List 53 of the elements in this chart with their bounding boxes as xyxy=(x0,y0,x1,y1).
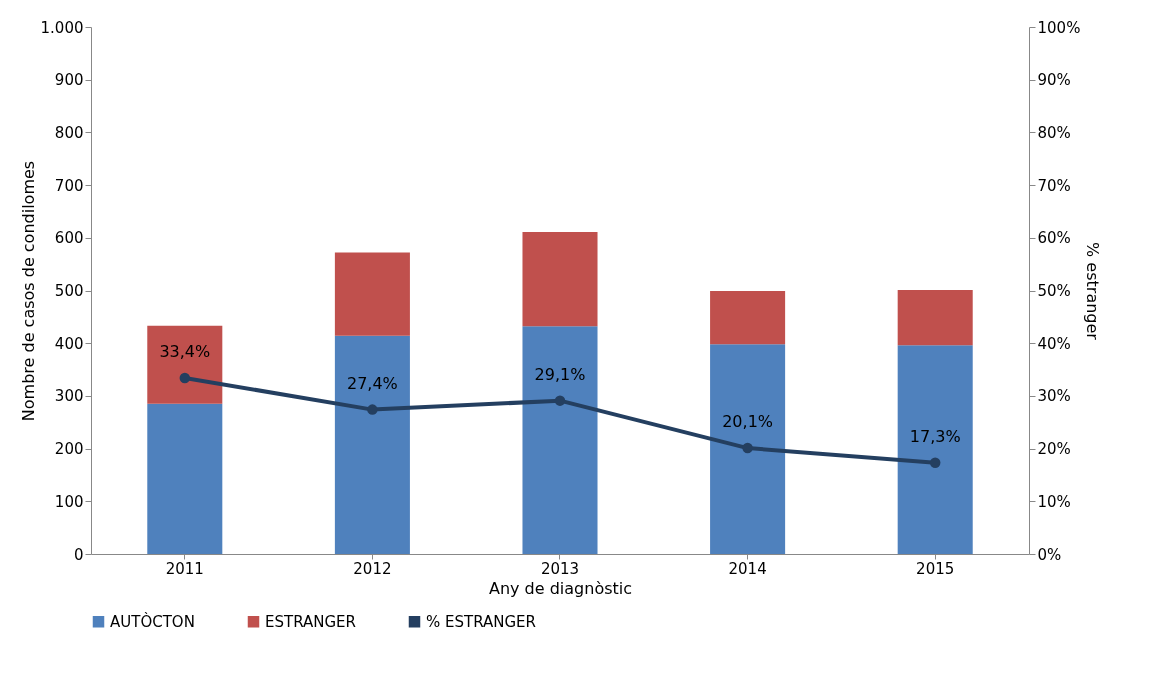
x-tick-label: 2013 xyxy=(540,559,580,578)
bar xyxy=(147,403,223,554)
bar xyxy=(710,344,786,554)
x-axis-title: Any de diagnòstic xyxy=(488,578,633,598)
x-tick-label: 2012 xyxy=(353,559,392,578)
x-tick-label: 2014 xyxy=(728,559,767,578)
y2-tick-label: 0% xyxy=(1037,545,1062,564)
y2-tick-label: 50% xyxy=(1037,282,1071,300)
legend-label: AUTÒCTON xyxy=(110,611,195,631)
y-tick-label: 900 xyxy=(54,71,84,90)
x-tick-label: 2015 xyxy=(916,559,955,578)
x-tick-label: 2011 xyxy=(165,559,204,578)
bar xyxy=(147,325,223,404)
y2-tick-label: 10% xyxy=(1037,492,1071,511)
point xyxy=(179,372,191,384)
point xyxy=(742,442,753,454)
y-tick-label: 300 xyxy=(54,387,84,406)
data-label: 33,4% xyxy=(159,341,211,361)
bar xyxy=(897,345,973,554)
data-label: 17,3% xyxy=(909,426,961,446)
y-tick-label: 100 xyxy=(54,492,84,511)
y-axis-title: Nombre de casos de condilomes xyxy=(18,160,38,422)
y2-tick-label: 90% xyxy=(1037,71,1071,90)
data-label: 29,1% xyxy=(534,364,586,384)
y2-tick-label: 40% xyxy=(1037,334,1071,353)
bar xyxy=(522,232,598,327)
y-tick-label: 400 xyxy=(54,334,84,353)
y2-tick-label: 80% xyxy=(1037,123,1071,142)
y-tick-label: 700 xyxy=(54,176,84,195)
bar xyxy=(334,252,410,336)
point xyxy=(929,457,941,469)
data-label: 20,1% xyxy=(722,412,774,432)
bar xyxy=(897,289,973,346)
y2-tick-label: 30% xyxy=(1037,387,1071,406)
data-label: 27,4% xyxy=(346,373,398,393)
y2-tick-label: 70% xyxy=(1037,176,1071,195)
y2-tick-label: 20% xyxy=(1037,440,1071,459)
legend-label: ESTRANGER xyxy=(265,612,356,631)
y-tick-label: 200 xyxy=(54,440,84,459)
bar xyxy=(334,335,410,554)
y2-tick-label: 60% xyxy=(1037,229,1071,248)
y-tick-label: 600 xyxy=(54,229,84,248)
y2-tick-label: 100% xyxy=(1037,18,1081,37)
y-tick-label: 800 xyxy=(54,123,84,142)
point xyxy=(367,404,378,415)
legend-label: % ESTRANGER xyxy=(426,612,537,631)
y-tick-label: 0 xyxy=(73,545,84,564)
bar xyxy=(522,326,598,554)
point xyxy=(554,395,566,406)
bar xyxy=(710,291,786,345)
y-tick-label: 1.000 xyxy=(40,18,84,37)
y-tick-label: 500 xyxy=(54,282,84,300)
y2-axis-title: % estranger xyxy=(1083,242,1103,341)
